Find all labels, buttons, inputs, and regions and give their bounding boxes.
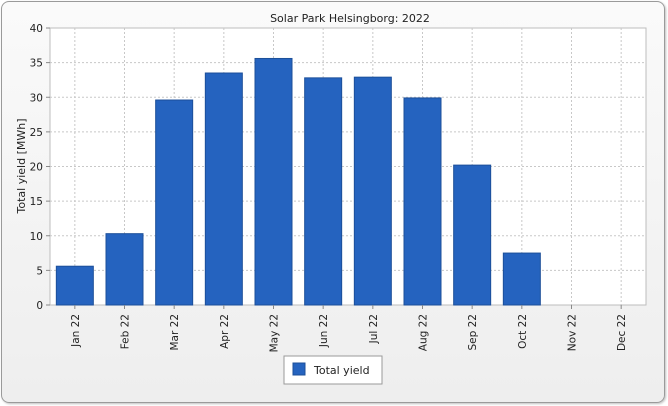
chart-title: Solar Park Helsingborg: 2022 — [270, 12, 430, 25]
x-tick-label: Apr 22 — [219, 314, 231, 349]
bar — [155, 99, 194, 306]
y-tick-label: 35 — [30, 58, 43, 70]
bar — [254, 57, 293, 306]
y-tick-label: 0 — [36, 300, 43, 312]
x-tick-label: Aug 22 — [418, 314, 430, 351]
y-tick-label: 10 — [30, 231, 43, 243]
x-tick-label: May 22 — [269, 314, 281, 352]
grid — [50, 28, 646, 305]
bar — [502, 252, 541, 306]
legend: Total yield — [283, 355, 383, 385]
y-axis-ticks: 0 5 10 15 20 25 30 35 40 — [30, 23, 50, 312]
y-tick-label: 40 — [30, 23, 43, 35]
y-tick-label: 30 — [30, 92, 43, 104]
y-tick-label: 20 — [30, 162, 43, 174]
legend-label: Total yield — [313, 364, 370, 377]
y-tick-label: 25 — [30, 127, 43, 139]
legend-swatch — [292, 362, 306, 376]
x-tick-label: Mar 22 — [169, 314, 181, 351]
bar — [453, 164, 492, 306]
bar — [55, 265, 94, 306]
x-tick-label: Jan 22 — [70, 314, 82, 348]
bar — [204, 72, 243, 306]
x-tick-label: Oct 22 — [517, 314, 529, 349]
x-tick-label: Jul 22 — [368, 314, 380, 344]
y-tick-label: 5 — [36, 265, 43, 277]
x-tick-label: Jun 22 — [318, 314, 330, 348]
x-axis-ticks: Jan 22 Feb 22 Mar 22 Apr 22 May 22 Jun 22 Jul … — [70, 305, 628, 352]
x-tick-label: Nov 22 — [567, 314, 579, 351]
bar — [353, 76, 392, 306]
y-axis-label: Total yield [MWh] — [15, 119, 28, 215]
bars — [55, 57, 541, 306]
x-tick-label: Dec 22 — [616, 314, 628, 351]
bar — [105, 233, 144, 306]
bar — [304, 77, 343, 306]
bar — [403, 97, 442, 306]
x-tick-label: Sep 22 — [467, 314, 479, 351]
x-tick-label: Feb 22 — [120, 314, 132, 349]
y-tick-label: 15 — [30, 196, 43, 208]
